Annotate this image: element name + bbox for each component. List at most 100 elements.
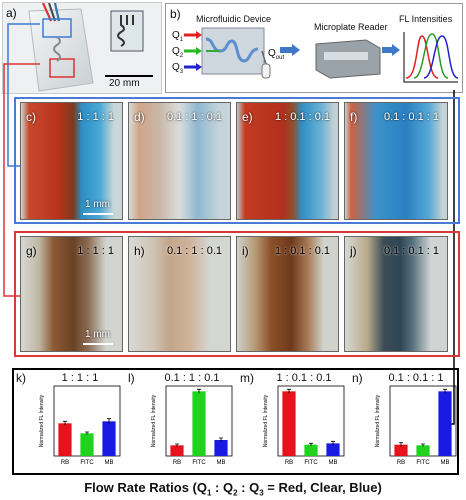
- error-bar: [85, 431, 89, 435]
- row2-photo-label: h): [134, 244, 145, 258]
- error-bar: [399, 442, 403, 447]
- bar-mb: [102, 421, 116, 456]
- bar-fitc: [80, 433, 94, 456]
- reader-title: Microplate Reader: [314, 22, 388, 32]
- error-bar: [63, 420, 67, 426]
- row2-photo-label: j): [350, 244, 357, 258]
- charts-panel: k) 1 : 1 : 1 Normalized FL Intensity RB FITC…: [12, 368, 459, 475]
- row2-photo-3: i) 1 : 0.1 : 0.1: [236, 236, 339, 352]
- bar-mb: [326, 443, 340, 456]
- chart-plot: Normalized FL Intensity RB FITC MB: [375, 385, 457, 466]
- scale-bar-label: 20 mm: [109, 78, 140, 89]
- chart-panel-label: n): [352, 371, 363, 385]
- x-tick-label: FITC: [304, 460, 318, 466]
- row2-photo-ratio: 0.1 : 1 : 0.1: [166, 245, 222, 257]
- error-bar: [287, 388, 291, 394]
- row1-photo-ratio: 1 : 0.1 : 0.1: [274, 111, 330, 123]
- chart-title: 1 : 0.1 : 0.1: [276, 372, 332, 384]
- error-bar: [421, 443, 425, 447]
- row2-frame: [14, 231, 460, 357]
- row1-photo-label: e): [242, 110, 253, 124]
- x-tick-label: MB: [217, 460, 226, 466]
- x-tick-label: RB: [61, 460, 69, 466]
- row1-photo-4: f) 0.1 : 0.1 : 1: [344, 102, 448, 220]
- intensities-title: FL Intensities: [399, 14, 453, 24]
- x-tick-label: RB: [285, 460, 293, 466]
- chart-panel-label: m): [240, 371, 254, 385]
- x-tick-label: MB: [105, 460, 114, 466]
- bar-fitc: [416, 445, 430, 456]
- footer-caption: Flow Rate Ratios (Q1 : Q2 : Q3 = Red, Cl…: [84, 480, 382, 498]
- bar-mb: [214, 440, 228, 456]
- chart-panel-label: l): [128, 371, 135, 385]
- workflow-graphics: [184, 27, 459, 83]
- bar-chart-n: n) 0.1 : 0.1 : 1 Normalized FL Intensity RB…: [352, 370, 460, 473]
- bar-rb: [282, 391, 296, 456]
- row2-photo-label: g): [26, 244, 37, 258]
- error-bar: [197, 388, 201, 394]
- error-bar: [175, 443, 179, 447]
- panel-a-device-photo: a) 20 mm: [2, 2, 162, 94]
- x-tick-label: MB: [329, 460, 338, 466]
- input-q2: Q2: [172, 46, 184, 59]
- output-q: Qout: [268, 48, 285, 61]
- row1-photo-label: d): [134, 110, 145, 124]
- row1-frame: [14, 97, 460, 224]
- row1-scale-label: 1 mm: [85, 199, 110, 210]
- bar-fitc: [192, 391, 206, 456]
- row2-photo-label: i): [242, 244, 249, 258]
- row1-scale-bar: [83, 213, 113, 215]
- row1-photo-ratio: 0.1 : 1 : 0.1: [166, 111, 222, 123]
- x-tick-label: RB: [173, 460, 181, 466]
- y-axis-label: Normalized FL Intensity: [375, 394, 381, 447]
- row2-photo-2: h) 0.1 : 1 : 0.1: [128, 236, 231, 352]
- x-tick-label: FITC: [416, 460, 430, 466]
- y-axis-label: Normalized FL Intensity: [263, 394, 269, 447]
- error-bar: [443, 388, 447, 394]
- x-tick-label: RB: [397, 460, 405, 466]
- x-tick-label: FITC: [80, 460, 94, 466]
- row1-photo-ratio: 1 : 1 : 1: [77, 111, 114, 123]
- y-axis-label: Normalized FL Intensity: [151, 394, 157, 447]
- row1-photo-1: c) 1 : 1 : 1 1 mm: [20, 102, 123, 220]
- chart-plot: Normalized FL Intensity RB FITC MB: [151, 385, 233, 466]
- x-tick-label: FITC: [192, 460, 206, 466]
- row2-photo-ratio: 1 : 0.1 : 0.1: [274, 245, 330, 257]
- chart-plot: Normalized FL Intensity RB FITC MB: [263, 385, 345, 466]
- device-title: Microfluidic Device: [196, 14, 272, 24]
- row1-photo-2: d) 0.1 : 1 : 0.1: [128, 102, 231, 220]
- row1-photo-3: e) 1 : 0.1 : 0.1: [236, 102, 339, 220]
- row1-photo-ratio: 0.1 : 0.1 : 1: [383, 111, 439, 123]
- panel-a-label: a): [6, 6, 17, 20]
- input-q1: Q1: [172, 30, 184, 43]
- bar-chart-k: k) 1 : 1 : 1 Normalized FL Intensity RB FITC…: [16, 370, 124, 473]
- error-bar: [107, 418, 111, 424]
- row1-photo-label: f): [350, 110, 358, 124]
- bar-fitc: [304, 444, 318, 456]
- bar-chart-m: m) 1 : 0.1 : 0.1 Normalized FL Intensity RB…: [240, 370, 348, 473]
- input-q3: Q3: [172, 62, 184, 75]
- chart-title: 1 : 1 : 1: [61, 372, 99, 384]
- chart-title: 0.1 : 0.1 : 1: [388, 372, 444, 384]
- chart-panel-label: k): [16, 371, 26, 385]
- bar-mb: [438, 391, 452, 456]
- row2-photo-1: g) 1 : 1 : 1 1 mm: [20, 236, 123, 352]
- row1-photo-label: c): [26, 110, 36, 124]
- row2-photo-ratio: 0.1 : 0.1 : 1: [383, 245, 439, 257]
- row2-scale-label: 1 mm: [85, 329, 110, 340]
- error-bar: [219, 437, 223, 442]
- x-tick-label: MB: [441, 460, 450, 466]
- bar-rb: [394, 444, 408, 456]
- error-bar: [331, 440, 335, 446]
- device-photo: [3, 3, 161, 93]
- error-bar: [309, 442, 313, 446]
- row2-photo-4: j) 0.1 : 0.1 : 1: [344, 236, 448, 352]
- row2-photo-ratio: 1 : 1 : 1: [77, 245, 114, 257]
- bar-rb: [58, 423, 72, 456]
- chart-plot: Normalized FL Intensity RB FITC MB: [39, 385, 121, 466]
- panel-b-workflow: b) Microfluidic Device Microplate Reader…: [165, 3, 463, 93]
- chart-title: 0.1 : 1 : 0.1: [164, 372, 220, 384]
- row2-scale-bar: [83, 343, 113, 345]
- y-axis-label: Normalized FL Intensity: [39, 394, 45, 447]
- bar-rb: [170, 445, 184, 456]
